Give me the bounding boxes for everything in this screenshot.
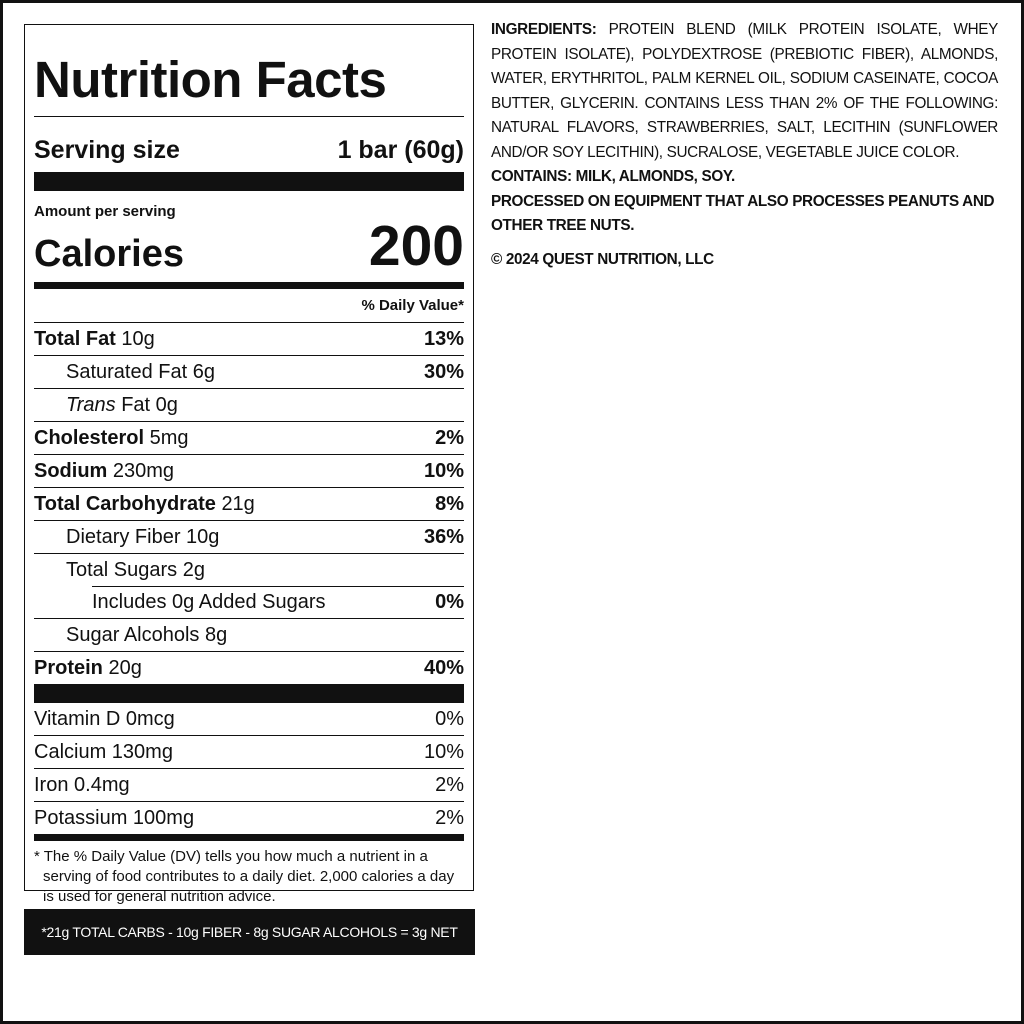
nutrient-row: Saturated Fat 6g 30% [34,355,464,388]
allergens: CONTAINS: MILK, ALMONDS, SOY. [491,165,998,190]
vitamin-name: Vitamin D 0mcg [34,708,175,730]
nutrient-dv: 2% [435,427,464,449]
nutrient-dv: 30% [423,361,464,383]
nutrient: Trans Fat 0g [34,389,178,421]
ingredients-text: PROTEIN BLEND (MILK PROTEIN ISOLATE, WHE… [491,21,998,161]
nutrient-row: Total Carbohydrate 21g 8% [34,487,464,520]
serving-size: 1 bar (60g) [337,136,464,164]
divider [34,282,464,289]
footnote: * The % Daily Value (DV) tells you how m… [34,848,455,905]
contains: CONTAINS: MILK, ALMONDS, SOY. [491,168,735,185]
nutrient-row: Total Fat 10g 13% [34,322,464,355]
calories-row: Calories 200 [34,214,464,278]
nutrient-dv: 8% [435,493,464,515]
nutrient-dv: 13% [423,328,464,350]
nutrient-amount: 10g [121,328,155,350]
copyright-line: © 2024 QUEST NUTRITION, LLC [491,248,998,273]
divider [34,172,464,191]
vitamin-row: Iron 0.4mg 2% [34,769,464,802]
nutrient-row: Total Sugars 2g [34,553,464,586]
nutrient: Sodium 230mg [34,455,174,487]
divider [34,834,464,841]
vitamin-dv: 2% [435,807,464,829]
nutrient-name: Fat 0g [121,394,178,416]
net-carbs-banner: *21g TOTAL CARBS - 10g FIBER - 8g SUGAR … [24,909,475,986]
nutrient-name: Sugar Alcohols 8g [66,624,228,646]
nutrient-name: Sodium [34,460,108,482]
nutrient: Cholesterol 5mg [34,422,189,454]
processing-note: PROCESSED ON EQUIPMENT THAT ALSO PROCESS… [491,190,998,239]
nutrient-row: Sugar Alcohols 8g [34,618,464,651]
nutrient-dv: 0% [435,591,464,613]
dv-header: % Daily Value* [361,297,464,314]
serving-row: Serving size 1 bar (60g) [34,135,464,165]
ingredients: INGREDIENTS: PROTEIN BLEND (MILK PROTEIN… [491,18,998,272]
nutrient-row: Trans Fat 0g [34,388,464,421]
vitamin-row: Potassium 100mg 2% [34,802,464,834]
vitamin-name: Iron 0.4mg [34,774,130,796]
nutrient-dv: 10% [423,460,464,482]
amount-per-serving: Amount per serving [34,203,176,220]
nutrient-name: Total Carbohydrate [34,493,216,515]
vitamin-dv: 0% [435,708,464,730]
ingredients-list: INGREDIENTS: PROTEIN BLEND (MILK PROTEIN… [491,18,998,165]
nutrient-amount: 230mg [112,460,175,482]
nutrient-dv: 40% [423,657,464,679]
vitamin-name: Potassium 100mg [34,807,195,829]
nutrient-amount: 20g [108,657,142,679]
nutrient-name: Protein [34,657,103,679]
nutrient-name: Total Fat [34,328,116,350]
nutrition-label: Nutrition Facts Serving size 1 bar (60g)… [24,24,474,905]
nutrient-prefix: Trans [66,394,116,416]
ingredients-label: INGREDIENTS: [491,21,597,38]
nutrient: Total Carbohydrate 21g [34,488,255,520]
processed: PROCESSED ON EQUIPMENT THAT ALSO PROCESS… [491,192,995,235]
divider [34,116,464,117]
nutrient-dv: 36% [423,526,464,548]
nutrient-name: Cholesterol [34,427,145,449]
divider [34,684,464,703]
copyright: © 2024 QUEST NUTRITION, LLC [491,250,714,268]
calories-value: 200 [368,214,464,278]
label-title: Nutrition Facts [34,51,387,108]
nutrient-row: Sodium 230mg 10% [34,454,464,487]
nutrient-amount: 21g [221,493,255,515]
nutrient-name: Saturated Fat 6g [66,361,215,383]
nutrient-amount: 5mg [149,427,189,449]
vitamin-dv: 2% [435,774,464,796]
vitamin-name: Calcium 130mg [34,741,173,763]
nutrient: Protein 20g [34,652,142,684]
nutrient-row: Cholesterol 5mg 2% [34,421,464,454]
nutrient-name: Dietary Fiber 10g [66,526,220,548]
nutrient-name: Includes 0g Added Sugars [92,591,326,613]
nutrient: Total Fat 10g [34,323,155,355]
calories-label: Calories [34,233,184,275]
vitamin-dv: 10% [423,741,464,763]
vitamin-row: Vitamin D 0mcg 0% [34,703,464,736]
nutrient-name: Total Sugars 2g [66,559,205,581]
nutrient-row: Protein 20g 40% [34,651,464,684]
serving-label: Serving size [34,136,180,164]
nutrient-row: Dietary Fiber 10g 36% [34,520,464,553]
vitamin-row: Calcium 130mg 10% [34,736,464,769]
nutrient-row: Includes 0g Added Sugars 0% [34,586,464,618]
